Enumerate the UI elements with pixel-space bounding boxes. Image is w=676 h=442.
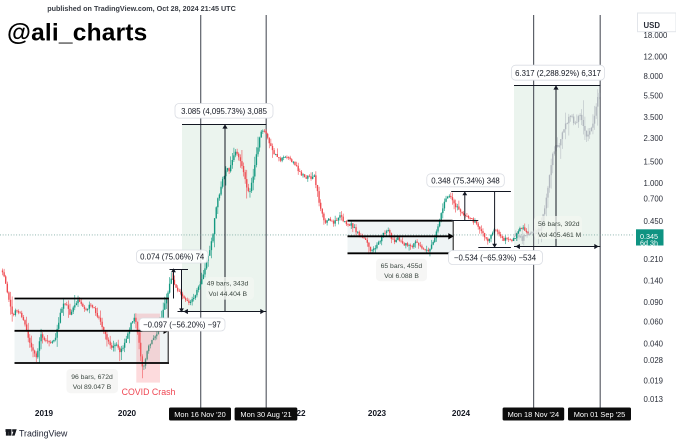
svg-text:@ali_charts: @ali_charts [7,20,148,47]
svg-text:−0.534 (−65.93%) −534: −0.534 (−65.93%) −534 [454,254,537,263]
svg-text:5.500: 5.500 [644,92,664,101]
svg-text:1.000: 1.000 [644,179,664,188]
svg-text:0.450: 0.450 [644,217,664,226]
svg-text:2023: 2023 [368,409,387,418]
svg-text:0.028: 0.028 [644,356,664,365]
svg-text:COVID Crash: COVID Crash [122,387,176,397]
svg-text:6.317 (2,288.92%) 6,317: 6.317 (2,288.92%) 6,317 [515,69,601,78]
svg-text:0.210: 0.210 [644,255,664,264]
svg-text:0.040: 0.040 [644,340,664,349]
svg-text:56 bars, 392d: 56 bars, 392d [538,221,580,228]
svg-text:0.140: 0.140 [644,277,664,286]
svg-text:0.090: 0.090 [644,298,664,307]
svg-text:Mon 16 Nov '20: Mon 16 Nov '20 [174,410,226,419]
svg-text:0.019: 0.019 [644,377,664,386]
svg-text:TradingView: TradingView [19,429,68,439]
svg-text:0.700: 0.700 [644,194,664,203]
svg-text:Mon 01 Sep '25: Mon 01 Sep '25 [574,410,626,419]
svg-text:65 bars, 455d: 65 bars, 455d [381,263,423,270]
svg-text:12.000: 12.000 [644,53,669,62]
svg-text:2020: 2020 [118,409,137,418]
svg-text:0.013: 0.013 [644,395,664,404]
svg-text:Mon 18 Nov '24: Mon 18 Nov '24 [508,410,560,419]
svg-text:8.000: 8.000 [644,72,664,81]
svg-text:published on TradingView.com,: published on TradingView.com, Oct 28, 20… [47,4,236,13]
svg-text:3.500: 3.500 [644,113,664,122]
svg-text:1.500: 1.500 [644,158,664,167]
svg-text:6d 3h: 6d 3h [640,239,658,248]
svg-text:USD: USD [644,21,661,30]
svg-text:Vol 6.088 B: Vol 6.088 B [384,273,419,280]
svg-text:Vol 405.461 M: Vol 405.461 M [538,232,582,239]
svg-text:18.000: 18.000 [644,31,669,40]
svg-text:96 bars, 672d: 96 bars, 672d [71,374,113,381]
svg-text:2019: 2019 [35,409,54,418]
svg-text:Vol 44.404 B: Vol 44.404 B [209,291,248,298]
svg-text:2.300: 2.300 [644,134,664,143]
svg-text:0.348 (75.34%) 348: 0.348 (75.34%) 348 [431,176,500,185]
svg-text:0.345: 0.345 [640,232,658,241]
svg-text:−0.097 (−56.20%) −97: −0.097 (−56.20%) −97 [143,321,221,330]
svg-text:2024: 2024 [452,409,471,418]
svg-text:49 bars, 343d: 49 bars, 343d [207,281,249,288]
svg-text:0.074 (75.06%) 74: 0.074 (75.06%) 74 [140,253,205,262]
svg-text:0.060: 0.060 [644,318,664,327]
svg-text:Vol 89.047 B: Vol 89.047 B [73,384,112,391]
svg-text:Mon 30 Aug '21: Mon 30 Aug '21 [240,410,291,419]
svg-text:3.085 (4,095.73%) 3,085: 3.085 (4,095.73%) 3,085 [181,107,267,116]
